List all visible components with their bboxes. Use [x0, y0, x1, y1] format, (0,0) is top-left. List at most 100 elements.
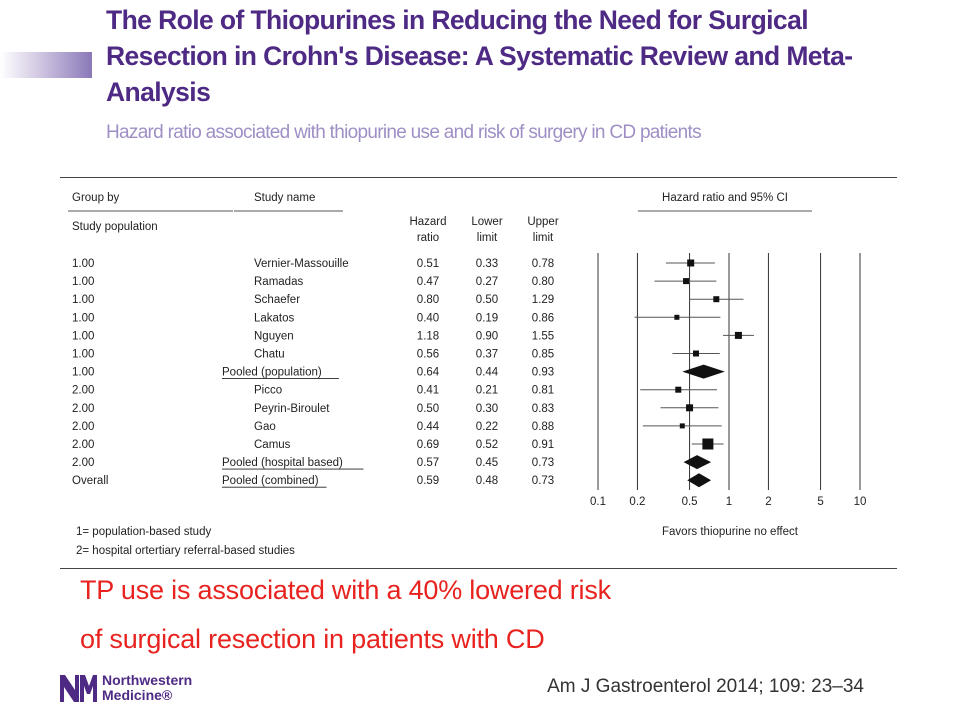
row-lower-limit: 0.27: [476, 276, 498, 288]
row-hazard-ratio: 0.50: [417, 403, 439, 415]
forest-row: 2.00 Camus 0.69 0.52 0.91: [72, 438, 724, 451]
row-hazard-ratio: 0.41: [417, 385, 439, 397]
row-group: Overall: [72, 475, 108, 487]
row-upper-limit: 1.29: [532, 294, 554, 306]
row-study-name: Nguyen: [254, 330, 294, 342]
row-group: 2.00: [72, 439, 94, 451]
footnote-1: 1= population-based study: [76, 526, 211, 538]
row-upper-limit: 0.86: [532, 312, 554, 324]
point-estimate-square: [674, 314, 680, 320]
row-group: 1.00: [72, 294, 94, 306]
row-hazard-ratio: 0.57: [417, 457, 439, 469]
row-study-name: Vernier-Massouille: [254, 258, 349, 270]
row-lower-limit: 0.33: [476, 258, 498, 270]
takeaway-line-1: TP use is associated with a 40% lowered …: [80, 575, 611, 605]
forest-row: 2.00 Pooled (hospital based) 0.57 0.45 0.73: [72, 455, 712, 470]
row-hazard-ratio: 0.40: [417, 312, 439, 324]
pooled-diamond: [683, 455, 712, 470]
point-estimate-square: [687, 259, 695, 267]
row-lower-limit: 0.44: [476, 367, 499, 379]
forest-row: Overall Pooled (combined) 0.59 0.48 0.73: [72, 473, 712, 488]
row-study-name: Pooled (combined): [222, 475, 319, 487]
row-upper-limit: 0.85: [532, 349, 554, 361]
northwestern-medicine-logo: Northwestern Medicine®: [58, 671, 218, 705]
forest-row: 2.00 Gao 0.44 0.22 0.88: [72, 421, 722, 433]
row-hazard-ratio: 0.59: [417, 475, 439, 487]
x-tick-label: 2: [765, 496, 771, 508]
row-lower-limit: 0.22: [476, 421, 498, 433]
row-lower-limit: 0.48: [476, 475, 498, 487]
row-group: 2.00: [72, 385, 94, 397]
point-estimate-square: [683, 278, 690, 285]
row-lower-limit: 0.45: [476, 457, 498, 469]
x-tick-label: 0.1: [590, 496, 606, 508]
header-upper-line1: Upper: [527, 216, 558, 228]
row-upper-limit: 0.83: [532, 403, 554, 415]
point-estimate-square: [686, 404, 694, 412]
header-plot-title: Hazard ratio and 95% CI: [662, 192, 788, 204]
forest-row: 1.00 Ramadas 0.47 0.27 0.80: [72, 276, 717, 288]
row-study-name: Lakatos: [254, 312, 295, 324]
row-hazard-ratio: 0.56: [417, 349, 439, 361]
x-tick-label: 0.2: [629, 496, 645, 508]
pooled-diamond: [687, 473, 712, 488]
row-study-name: Ramadas: [254, 276, 303, 288]
x-axis-caption: Favors thiopurine no effect: [662, 526, 799, 538]
citation: Am J Gastroenterol 2014; 109: 23–34: [547, 676, 864, 697]
forest-row: 1.00 Pooled (population) 0.64 0.44 0.93: [72, 364, 725, 380]
footnote-2: 2= hospital ortertiary referral-based st…: [76, 545, 295, 557]
takeaway-line-2: of surgical resection in patients with C…: [80, 624, 545, 654]
x-tick-label: 1: [726, 496, 732, 508]
forest-row: 1.00 Lakatos 0.40 0.19 0.86: [72, 312, 721, 324]
row-upper-limit: 0.81: [532, 385, 554, 397]
row-hazard-ratio: 0.64: [417, 367, 440, 379]
row-study-name: Camus: [254, 439, 291, 451]
forest-plot: Group by Study population Study name Haz…: [68, 192, 867, 557]
header-hr-line2: ratio: [417, 232, 439, 244]
row-lower-limit: 0.90: [476, 330, 498, 342]
row-upper-limit: 0.80: [532, 276, 554, 288]
point-estimate-square: [675, 386, 682, 393]
forest-row: 1.00 Vernier-Massouille 0.51 0.33 0.78: [72, 258, 715, 270]
logo-line-2: Medicine®: [102, 687, 173, 703]
row-hazard-ratio: 0.80: [417, 294, 439, 306]
row-upper-limit: 0.91: [532, 439, 554, 451]
slide-title: The Role of Thiopurines in Reducing the …: [106, 5, 853, 107]
forest-row: 1.00 Chatu 0.56 0.37 0.85: [72, 349, 720, 361]
row-lower-limit: 0.21: [476, 385, 498, 397]
row-lower-limit: 0.50: [476, 294, 498, 306]
row-study-name: Chatu: [254, 349, 285, 361]
row-study-name: Pooled (hospital based): [222, 457, 343, 469]
point-estimate-square: [679, 423, 685, 429]
point-estimate-square: [734, 331, 742, 339]
row-hazard-ratio: 1.18: [417, 330, 439, 342]
forest-plot-panel: Group by Study population Study name Haz…: [60, 177, 897, 569]
point-estimate-square: [702, 438, 714, 450]
row-hazard-ratio: 0.44: [417, 421, 440, 433]
row-upper-limit: 0.73: [532, 457, 554, 469]
row-group: 1.00: [72, 276, 94, 288]
row-group: 1.00: [72, 258, 94, 270]
logo-wordmark: Northwestern Medicine®: [102, 673, 192, 703]
row-upper-limit: 0.73: [532, 475, 554, 487]
row-study-name: Schaefer: [254, 294, 300, 306]
row-group: 2.00: [72, 403, 94, 415]
forest-row: 1.00 Nguyen 1.18 0.90 1.55: [72, 330, 754, 342]
row-study-name: Pooled (population): [222, 367, 322, 379]
x-tick-label: 5: [817, 496, 823, 508]
header-lower-line1: Lower: [471, 216, 502, 228]
row-hazard-ratio: 0.69: [417, 439, 439, 451]
x-tick-label: 10: [854, 496, 867, 508]
forest-row: 2.00 Picco 0.41 0.21 0.81: [72, 385, 718, 397]
row-upper-limit: 0.88: [532, 421, 554, 433]
point-estimate-square: [713, 296, 720, 303]
row-group: 1.00: [72, 349, 94, 361]
row-hazard-ratio: 0.47: [417, 276, 439, 288]
row-study-name: Peyrin-Biroulet: [254, 403, 330, 415]
x-tick-label: 0.5: [682, 496, 698, 508]
forest-row: 2.00 Peyrin-Biroulet 0.50 0.30 0.83: [72, 403, 719, 415]
row-lower-limit: 0.37: [476, 349, 498, 361]
row-group: 1.00: [72, 367, 94, 379]
row-group: 2.00: [72, 457, 94, 469]
forest-row: 1.00 Schaefer 0.80 0.50 1.29: [72, 294, 744, 306]
